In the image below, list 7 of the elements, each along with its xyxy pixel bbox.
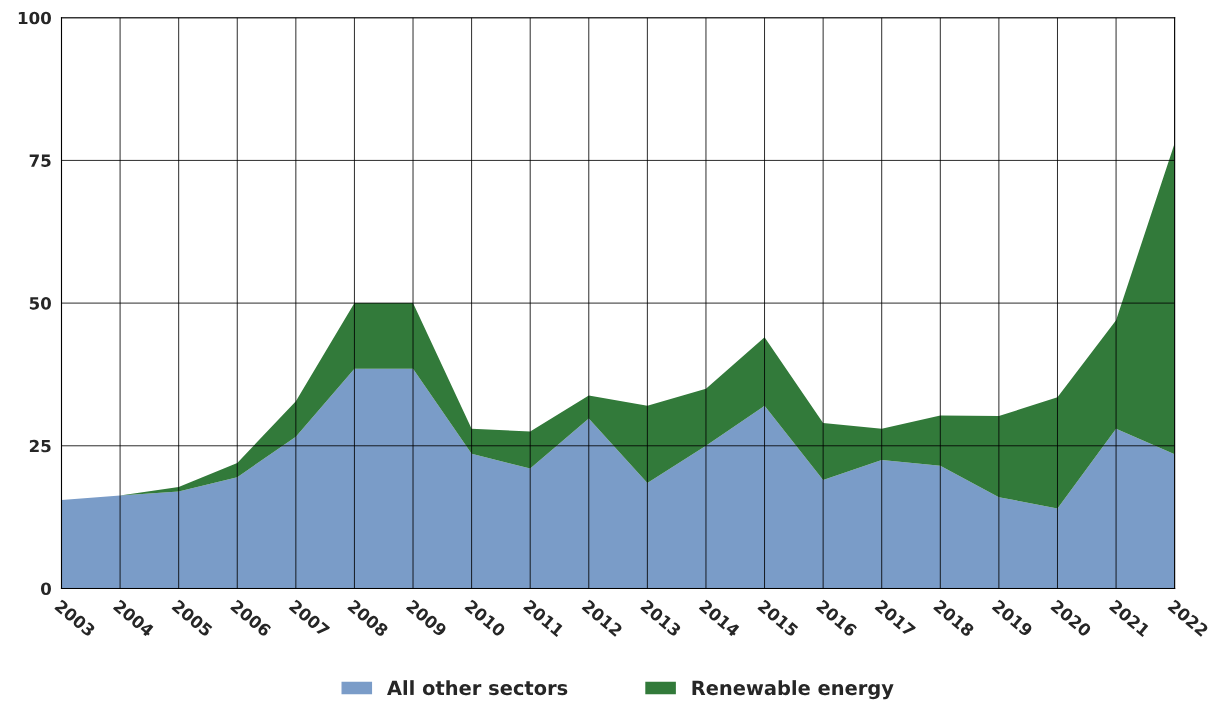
legend-label: All other sectors: [387, 680, 568, 696]
y-tick-label: 25: [29, 439, 51, 453]
y-tick-label: 0: [40, 582, 51, 596]
y-tick-label: 50: [29, 297, 51, 310]
legend-label: Renewable energy: [692, 680, 894, 700]
y-tick-label: 75: [29, 154, 51, 167]
y-tick-label: 100: [18, 11, 51, 25]
